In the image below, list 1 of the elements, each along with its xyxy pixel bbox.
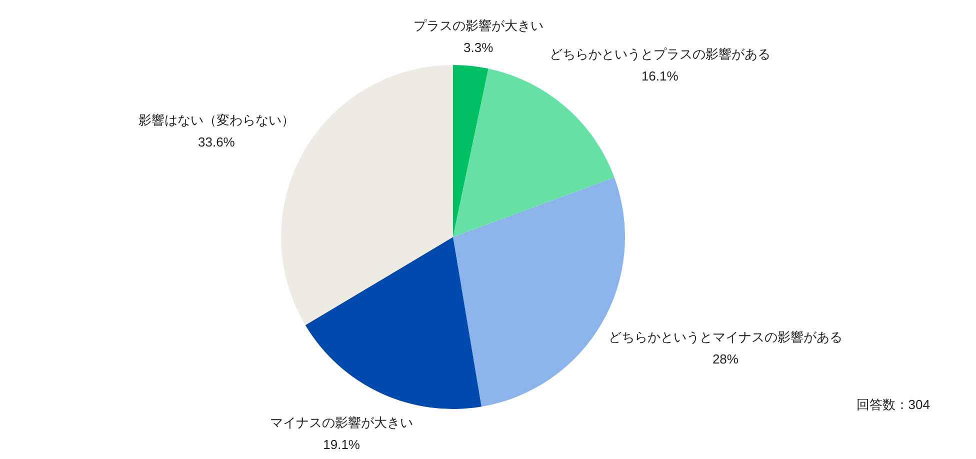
annotation: 回答数：304 bbox=[856, 397, 930, 412]
